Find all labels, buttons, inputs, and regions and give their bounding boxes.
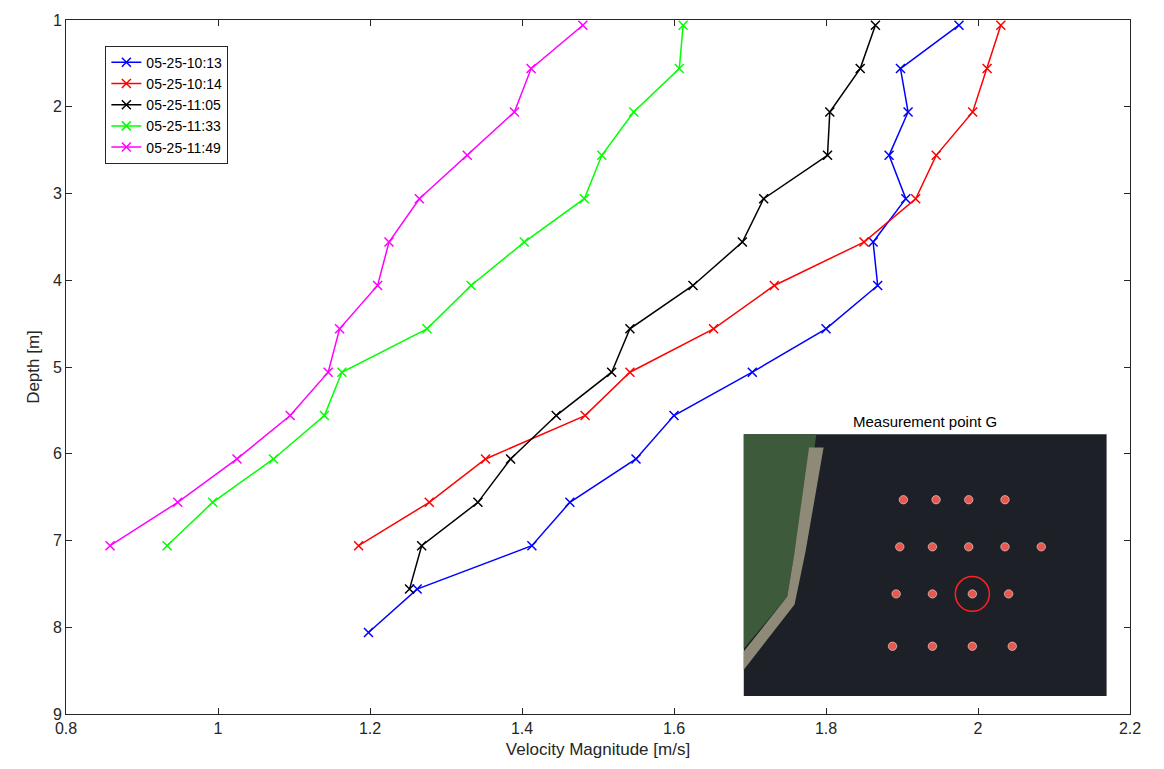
svg-text:1.4: 1.4: [511, 720, 533, 737]
svg-text:4: 4: [53, 272, 62, 289]
svg-text:05-25-10:13: 05-25-10:13: [146, 55, 222, 71]
svg-text:5: 5: [53, 359, 62, 376]
svg-text:3: 3: [53, 185, 62, 202]
svg-text:1: 1: [214, 720, 223, 737]
svg-text:6: 6: [53, 445, 62, 462]
svg-text:1: 1: [53, 12, 62, 29]
svg-text:Measurement point G: Measurement point G: [853, 413, 997, 430]
svg-text:8: 8: [53, 619, 62, 636]
svg-text:7: 7: [53, 532, 62, 549]
svg-text:2: 2: [53, 98, 62, 115]
svg-text:1.6: 1.6: [663, 720, 685, 737]
svg-text:9: 9: [53, 706, 62, 723]
svg-text:2.2: 2.2: [1119, 720, 1141, 737]
svg-text:1.8: 1.8: [815, 720, 837, 737]
svg-text:1.2: 1.2: [359, 720, 381, 737]
svg-text:2: 2: [974, 720, 983, 737]
svg-text:0.8: 0.8: [55, 720, 77, 737]
svg-text:05-25-10:14: 05-25-10:14: [146, 76, 222, 92]
svg-text:05-25-11:33: 05-25-11:33: [146, 118, 221, 134]
svg-text:Velocity Magnitude [m/s]: Velocity Magnitude [m/s]: [506, 740, 690, 759]
svg-text:Depth [m]: Depth [m]: [24, 330, 43, 404]
svg-text:05-25-11:49: 05-25-11:49: [146, 140, 221, 156]
svg-text:05-25-11:05: 05-25-11:05: [146, 97, 221, 113]
